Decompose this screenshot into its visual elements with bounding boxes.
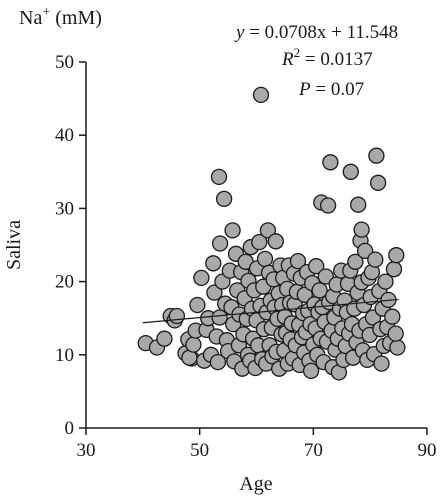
data-point [210,168,228,186]
data-point [259,222,277,239]
data-point [168,307,186,325]
regression-equation: y = 0.0708x + 11.548 [234,22,398,43]
chart-title: Na+ (mM) [19,5,102,29]
chart-title-prefix: Na [19,7,42,29]
x-tick-label: 70 [304,440,323,461]
y-tick-label: 40 [55,125,74,146]
data-point [193,269,210,287]
data-point [385,261,403,278]
data-point [342,163,359,180]
r-squared-annotation: R2 = 0.0137 [281,45,373,70]
data-point [302,362,320,380]
data-point [205,255,222,272]
regression-line [142,298,399,324]
data-point [206,284,223,301]
data-point [289,252,307,270]
data-point [373,355,390,372]
data-point [319,197,337,214]
x-axis-ticks: 30 50 70 90 [77,428,437,461]
r-squared-superscript: 2 [294,45,301,60]
equation-y: y [234,22,245,43]
data-point [317,268,334,285]
x-tick-label: 50 [190,440,209,461]
data-point [308,258,325,275]
data-point [296,286,313,303]
data-point [185,336,202,353]
data-point [156,330,173,347]
data-point [368,147,385,164]
r-squared-value: = 0.0137 [300,49,372,70]
data-point [224,222,241,239]
y-tick-label: 30 [55,198,74,219]
r-squared-label: R [281,49,294,70]
data-point [322,154,339,171]
data-point [209,353,227,371]
x-tick-label: 30 [77,440,96,461]
chart-title-suffix: (mM) [50,7,102,29]
data-point [256,250,274,268]
y-axis-label: Saliva [3,220,25,270]
data-point [388,247,405,264]
equation-rest: = 0.0708x + 11.548 [244,22,398,43]
data-point [387,325,404,342]
data-point [369,174,387,191]
data-point [350,196,367,213]
x-axis-label: Age [239,473,272,495]
data-point [211,235,229,252]
chart-title-superscript: + [42,5,50,20]
y-tick-label: 10 [55,345,74,366]
data-point [252,86,270,104]
data-point [377,273,394,290]
data-point [211,309,228,326]
data-points [137,86,406,381]
p-value-annotation: P = 0.07 [298,79,364,100]
y-tick-label: 50 [55,52,74,73]
data-point [215,190,233,208]
y-tick-label: 0 [65,418,75,439]
data-point [384,308,401,325]
data-point [267,233,284,250]
data-point [189,296,206,314]
data-point [347,253,364,270]
p-value: = 0.07 [311,79,364,100]
data-point [389,339,406,356]
data-point [367,251,384,268]
data-point [311,282,328,299]
p-label: P [298,79,311,100]
x-tick-label: 90 [418,440,437,461]
y-axis-ticks: 0 10 20 30 40 50 [55,52,86,439]
data-point [251,233,268,251]
data-point [353,221,370,238]
y-tick-label: 20 [55,272,74,293]
